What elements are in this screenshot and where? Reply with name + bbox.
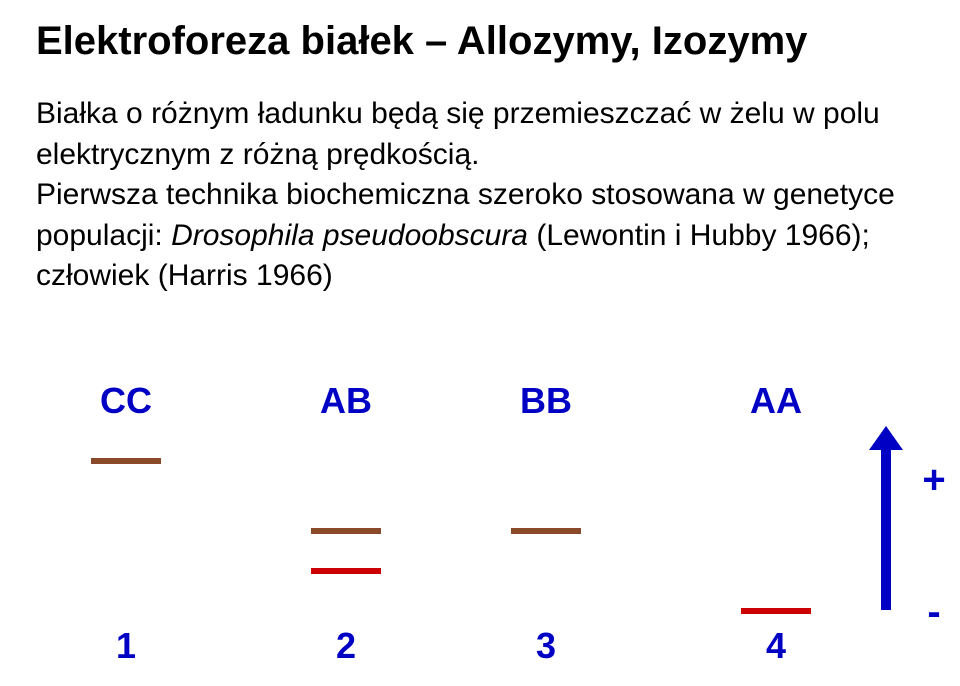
- migration-arrow: [869, 426, 903, 634]
- gel-band: [511, 528, 581, 534]
- lane-number: 4: [766, 625, 786, 667]
- polarity-minus: -: [927, 590, 940, 635]
- gel-band: [741, 608, 811, 614]
- lane-number: 2: [336, 625, 356, 667]
- slide-title: Elektroforeza białek – Allozymy, Izozymy: [36, 18, 924, 64]
- gel-band: [91, 458, 161, 464]
- lane-number: 3: [536, 625, 556, 667]
- gel-band: [311, 568, 381, 574]
- gel-electrophoresis-diagram: CCABBBAA1234+-: [36, 380, 924, 670]
- lane-number: 1: [116, 625, 136, 667]
- slide-page: Elektroforeza białek – Allozymy, Izozymy…: [0, 0, 960, 686]
- lane-label: BB: [520, 380, 572, 422]
- lane-label: AB: [320, 380, 372, 422]
- lane-label: AA: [750, 380, 802, 422]
- lane-label: CC: [100, 380, 152, 422]
- slide-body-text: Białka o różnym ładunku będą się przemie…: [36, 94, 916, 297]
- body-line-1: Białka o różnym ładunku będą się przemie…: [36, 97, 880, 171]
- polarity-plus: +: [922, 458, 945, 503]
- body-line-2-italic: Drosophila pseudoobscura: [171, 219, 528, 252]
- gel-band: [311, 528, 381, 534]
